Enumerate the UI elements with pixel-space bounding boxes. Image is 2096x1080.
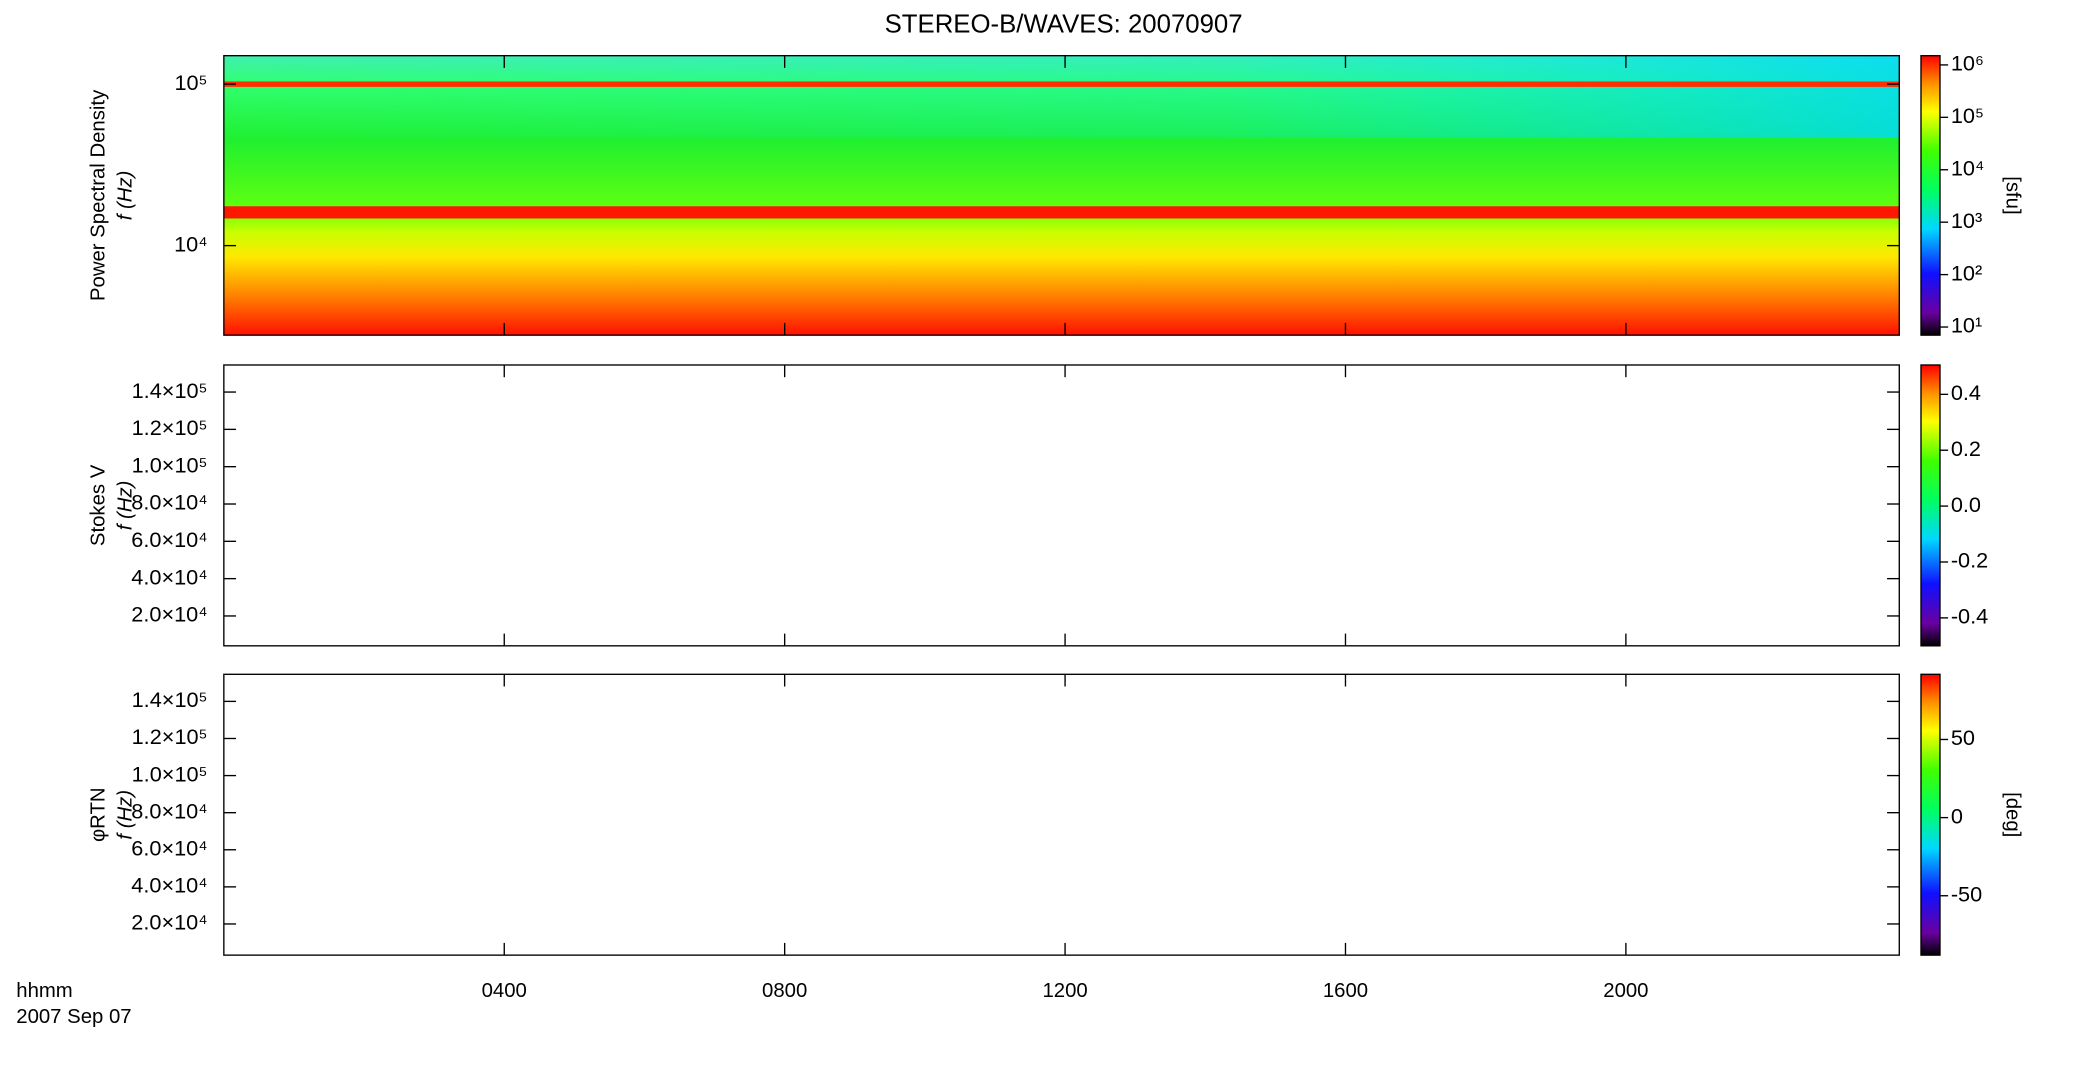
plot-frame: [223, 673, 1900, 956]
x-axis-label: hhmm: [16, 980, 72, 1002]
y-tick-label: 2.0×10⁴: [131, 602, 207, 627]
colorbar-tick-label: 0.2: [1951, 436, 1981, 461]
colorbar-tick-label: 10⁴: [1951, 155, 1984, 180]
plot-frame: [223, 55, 1900, 336]
y-tick-label: 4.0×10⁴: [131, 564, 207, 589]
colorbar-tick-label: 10³: [1951, 208, 1982, 233]
y-tick-label: 8.0×10⁴: [131, 490, 207, 515]
x-tick-label: 0400: [482, 980, 527, 1002]
y-tick-label: 1.0×10⁵: [132, 452, 208, 477]
y-axis-label: f (Hz): [115, 481, 137, 531]
colorbar-label: [deg]: [2002, 792, 2024, 837]
colorbar: [1920, 673, 1941, 956]
colorbar-tick-label: 10⁵: [1951, 103, 1984, 128]
date-label: 2007 Sep 07: [16, 1006, 131, 1028]
spectrogram-image: [223, 55, 1900, 336]
y-axis-label: φRTN: [87, 787, 109, 842]
colorbar-tick-label: 10²: [1951, 260, 1982, 285]
colorbar-tick-label: 0: [1951, 803, 1963, 828]
y-tick-label: 1.4×10⁵: [132, 687, 208, 712]
y-tick-label: 10⁴: [174, 231, 207, 256]
x-tick-label: 1200: [1042, 980, 1087, 1002]
colorbar-tick-label: 0.4: [1951, 380, 1981, 405]
y-tick-label: 1.0×10⁵: [132, 761, 208, 786]
x-tick-label: 2000: [1603, 980, 1648, 1002]
y-tick-label: 10⁵: [174, 70, 207, 95]
y-tick-label: 1.2×10⁵: [132, 724, 208, 749]
y-tick-label: 6.0×10⁴: [131, 836, 207, 861]
colorbar: [1920, 55, 1941, 336]
y-axis-label: f (Hz): [115, 790, 137, 840]
colorbar-tick-label: -0.2: [1951, 548, 1988, 573]
y-axis-label: Stokes V: [87, 464, 109, 546]
y-tick-label: 4.0×10⁴: [131, 873, 207, 898]
colorbar-label: [sfu]: [2002, 176, 2024, 214]
y-axis-label: f (Hz): [115, 171, 137, 221]
colorbar: [1920, 364, 1941, 647]
colorbar-tick-label: 0.0: [1951, 492, 1981, 517]
colorbar-tick-label: 50: [1951, 725, 1975, 750]
x-tick-label: 0800: [762, 980, 807, 1002]
y-axis-label: Power Spectral Density: [87, 89, 109, 301]
y-tick-label: 1.2×10⁵: [132, 415, 208, 440]
y-tick-label: 2.0×10⁴: [131, 910, 207, 935]
y-tick-label: 1.4×10⁵: [132, 378, 208, 403]
colorbar-tick-label: 10⁶: [1951, 51, 1984, 76]
x-tick-label: 1600: [1323, 980, 1368, 1002]
colorbar-tick-label: 10¹: [1951, 313, 1982, 338]
plot-frame: [223, 364, 1900, 647]
y-tick-label: 6.0×10⁴: [131, 527, 207, 552]
colorbar-tick-label: -0.4: [1951, 604, 1988, 629]
y-tick-label: 8.0×10⁴: [131, 798, 207, 823]
chart-title: STEREO-B/WAVES: 20070907: [885, 11, 1243, 39]
colorbar-tick-label: -50: [1951, 881, 1982, 906]
